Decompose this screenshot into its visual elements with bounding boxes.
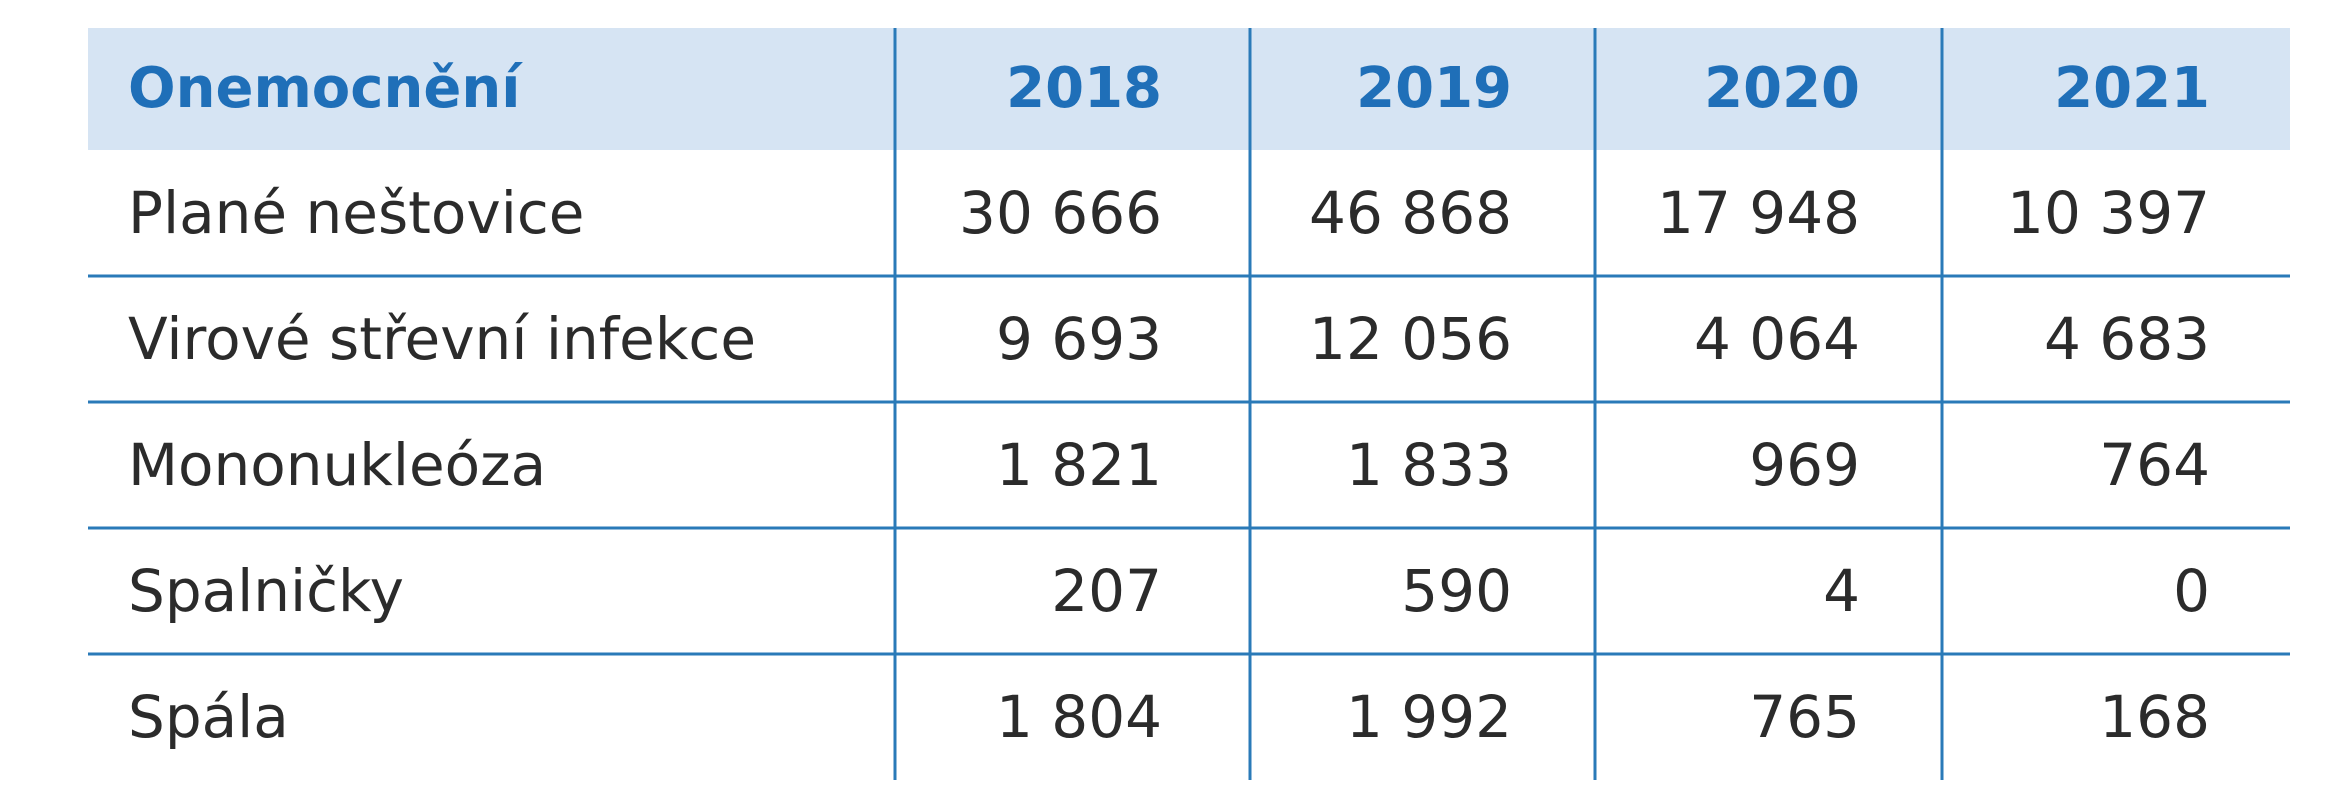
row-label: Virové střevní infekce	[128, 305, 756, 373]
cell-value: 10 397	[2007, 179, 2210, 247]
header-band	[88, 28, 2290, 150]
header-cell: 2021	[2054, 56, 2210, 121]
row-label: Spalničky	[128, 557, 404, 625]
header-cell: Onemocnění	[128, 56, 523, 121]
header-cell: 2020	[1704, 56, 1860, 121]
row-label: Spála	[128, 683, 289, 751]
cell-value: 764	[2099, 431, 2210, 499]
cell-value: 17 948	[1657, 179, 1860, 247]
cell-value: 168	[2099, 683, 2210, 751]
cell-value: 30 666	[959, 179, 1162, 247]
cell-value: 46 868	[1309, 179, 1512, 247]
cell-value: 1 821	[996, 431, 1162, 499]
cell-value: 12 056	[1309, 305, 1512, 373]
cell-value: 590	[1401, 557, 1512, 625]
cell-value: 1 833	[1346, 431, 1512, 499]
cell-value: 4 064	[1694, 305, 1860, 373]
cell-value: 1 992	[1346, 683, 1512, 751]
cell-value: 4	[1823, 557, 1860, 625]
cell-value: 1 804	[996, 683, 1162, 751]
cell-value: 9 693	[996, 305, 1162, 373]
header-cell: 2018	[1006, 56, 1162, 121]
row-label: Plané neštovice	[128, 179, 584, 247]
cell-value: 4 683	[2044, 305, 2210, 373]
cell-value: 765	[1749, 683, 1860, 751]
cell-value: 969	[1749, 431, 1860, 499]
cell-value: 0	[2173, 557, 2210, 625]
header-cell: 2019	[1356, 56, 1512, 121]
row-label: Mononukleóza	[128, 431, 546, 499]
cell-value: 207	[1051, 557, 1162, 625]
